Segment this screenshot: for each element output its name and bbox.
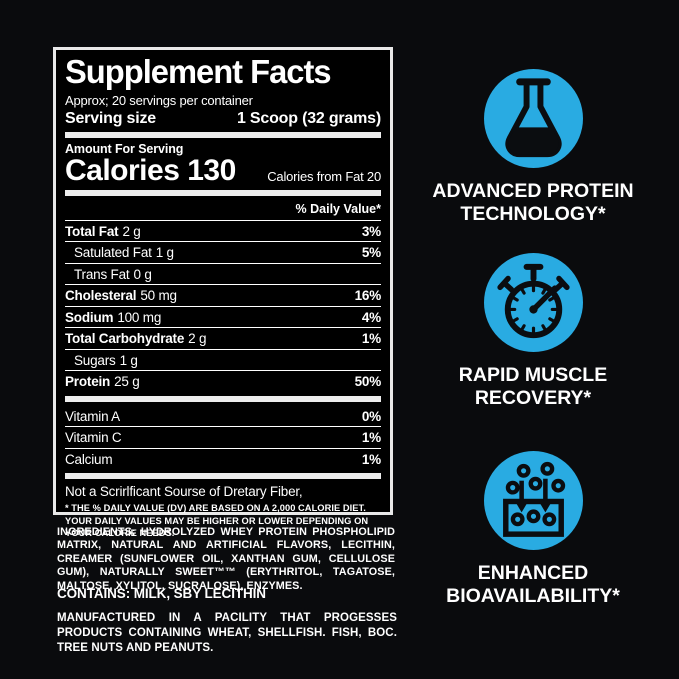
panel-title: Supplement Facts xyxy=(65,53,332,90)
nutrient-row: Total Carbohydrate 2 g 1% xyxy=(65,327,381,349)
manufactured-text: MANUFACTURED IN A PACILITY THAT PROGESSE… xyxy=(57,612,397,654)
micronutrient-name: Calcium xyxy=(65,451,113,467)
nutrient-name: Sodium xyxy=(65,309,114,325)
nutrient-name: Satulated Fat xyxy=(74,245,152,261)
micronutrient-row: Vitamin C 1% xyxy=(65,426,381,448)
contains-text: CONTAINS: MILK, SBY LECITHIN xyxy=(57,586,266,601)
nutrient-amount: 25 g xyxy=(114,374,140,390)
nutrient-amount: 1 g xyxy=(155,245,174,261)
absorption-icon xyxy=(483,451,583,550)
nutrient-name: Protein xyxy=(65,374,111,390)
thick-divider xyxy=(65,132,381,139)
nutrient-amount: 2 g xyxy=(188,331,207,347)
serving-size-value: 1 Scoop (32 grams) xyxy=(236,110,381,128)
supplement-facts-panel: Supplement Facts Approx; 20 servings per… xyxy=(53,47,393,538)
calories-row: Calories 130 Calories from Fat 20 xyxy=(65,154,381,188)
fiber-note: Not a Scrirlficant Sourse of Dretary Fib… xyxy=(65,484,303,500)
micronutrient-dv: 0% xyxy=(361,408,381,424)
feature-label: ENHANCED BIOAVAILABILITY* xyxy=(446,562,620,607)
nutrient-name: Total Carbohydrate xyxy=(65,331,185,347)
nutrient-name: Cholesteral xyxy=(65,288,137,304)
nutrient-row: Protein 25 g 50% xyxy=(65,370,381,392)
flask-icon xyxy=(483,69,583,168)
feature-label: RAPID MUSCLE RECOVERY* xyxy=(458,364,608,409)
nutrient-dv: 16% xyxy=(354,288,382,304)
micronutrient-name: Vitamin A xyxy=(65,408,120,424)
nutrient-dv: 1% xyxy=(361,331,381,347)
calories-from-fat: Calories from Fat 20 xyxy=(267,168,381,184)
daily-value-footnote: * THE % DAILY VALUE (DV) ARE BASED ON A … xyxy=(65,503,369,538)
feature-rapid-recovery: RAPID MUSCLE RECOVERY* xyxy=(418,253,648,409)
ingredients-text: INGREDIENTS: HYDROLYZED WHEY PROTEIN PHO… xyxy=(57,526,395,592)
nutrient-name: Trans Fat xyxy=(74,266,130,282)
nutrient-dv: 50% xyxy=(354,374,382,390)
nutrient-name: Sugars xyxy=(74,352,116,368)
nutrient-amount: 50 mg xyxy=(140,288,177,304)
feature-advanced-protein: ADVANCED PROTEIN TECHNOLOGY* xyxy=(418,69,648,225)
micronutrient-row: Calcium 1% xyxy=(65,447,381,470)
feature-bioavailability: ENHANCED BIOAVAILABILITY* xyxy=(418,451,648,607)
nutrient-dv: 5% xyxy=(361,245,381,261)
nutrient-amount: 1 g xyxy=(119,352,138,368)
calories-value: Calories 130 xyxy=(65,154,236,188)
nutrient-name: Total Fat xyxy=(65,223,119,239)
nutrient-dv: 4% xyxy=(361,309,381,325)
amount-per-serving-header: Amount For Serving xyxy=(65,142,184,157)
daily-value-header: % Daily Value* xyxy=(295,201,381,216)
nutrient-row: Total Fat 2 g 3% xyxy=(65,219,381,242)
feature-label: ADVANCED PROTEIN TECHNOLOGY* xyxy=(432,180,634,225)
micronutrient-dv: 1% xyxy=(361,451,381,467)
nutrient-amount: 100 mg xyxy=(117,309,162,325)
thick-divider xyxy=(65,395,381,402)
micronutrient-dv: 1% xyxy=(361,430,381,446)
thick-divider xyxy=(65,473,381,480)
micronutrient-name: Vitamin C xyxy=(65,430,122,446)
nutrient-row: Trans Fat 0 g xyxy=(65,262,381,285)
nutrient-row: Satulated Fat 1 g 5% xyxy=(65,241,381,263)
thick-divider xyxy=(65,189,381,196)
nutrient-row: Sugars 1 g xyxy=(65,348,381,371)
nutrient-amount: 2 g xyxy=(122,223,141,239)
serving-size-label: Serving size xyxy=(65,110,156,128)
nutrient-amount: 0 g xyxy=(133,266,152,282)
serving-size-row: Serving size 1 Scoop (32 grams) xyxy=(65,110,381,128)
nutrient-row: Cholesteral 50 mg 16% xyxy=(65,284,381,306)
nutrient-row: Sodium 100 mg 4% xyxy=(65,305,381,328)
nutrient-dv: 3% xyxy=(361,223,381,239)
stopwatch-icon xyxy=(483,253,583,352)
micronutrient-row: Vitamin A 0% xyxy=(65,406,381,427)
servings-note: Approx; 20 servings per container xyxy=(65,93,253,109)
